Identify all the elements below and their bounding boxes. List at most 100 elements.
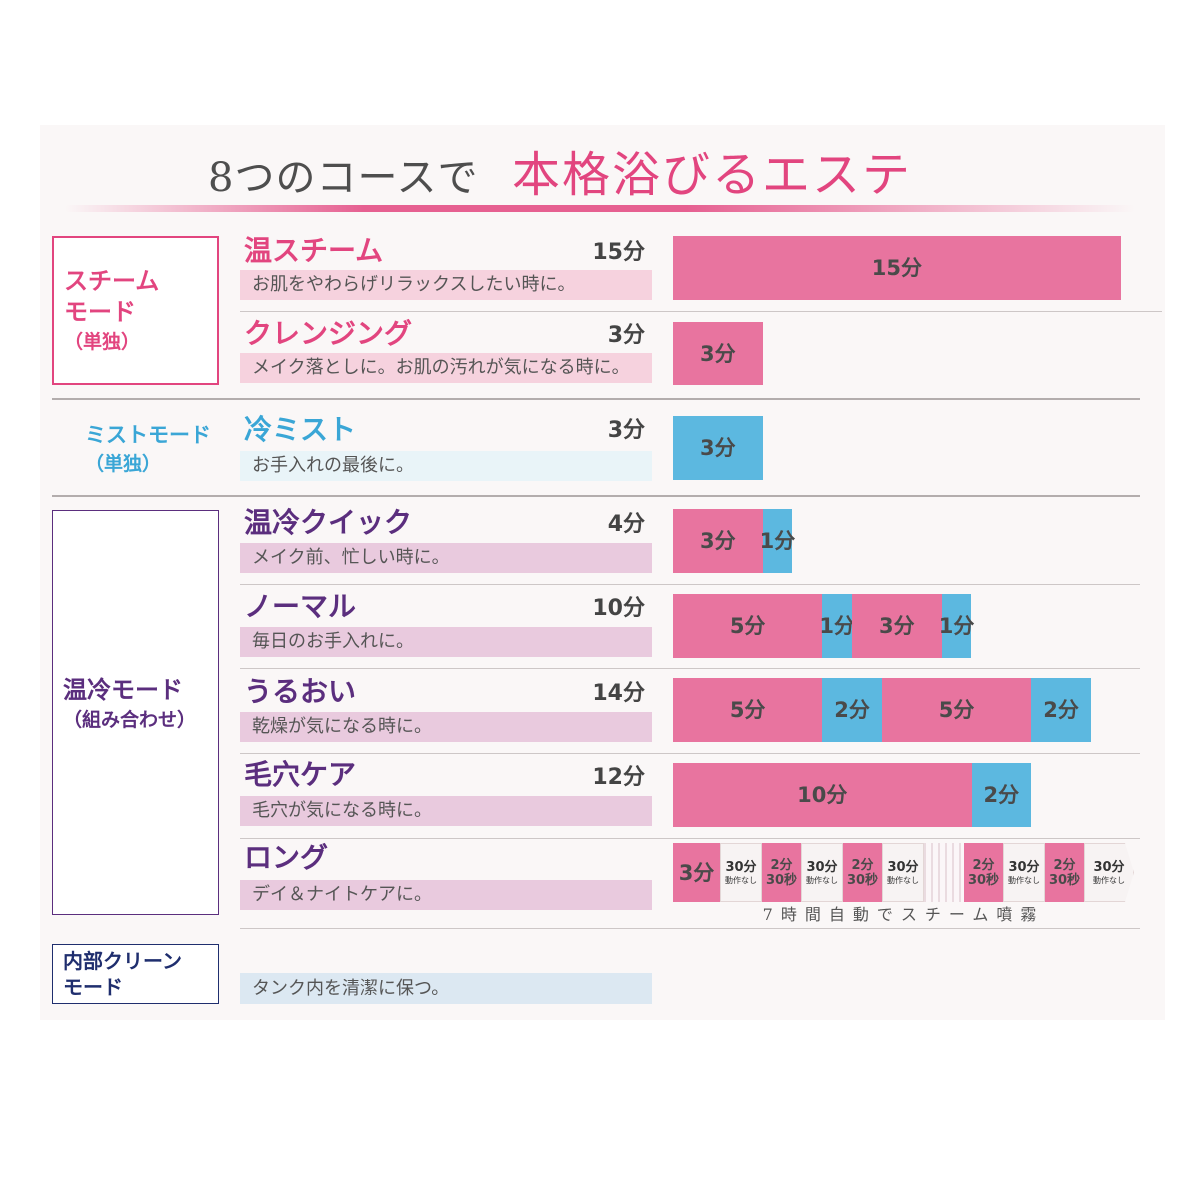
course-desc: 乾燥が気になる時に。 xyxy=(240,712,652,742)
bar-label: 2分 xyxy=(851,857,874,873)
bar-segment: 3分 xyxy=(673,843,720,902)
mode-sublabel: （組み合わせ） xyxy=(63,709,197,731)
bar-segment: 2分 30秒 xyxy=(964,843,1003,902)
bar-label: 30分 xyxy=(725,859,757,875)
course-title: ロング xyxy=(244,841,329,874)
course-total: 15分 xyxy=(592,240,645,265)
bar-sublabel: 動作なし xyxy=(1008,875,1040,885)
bar-sublabel: 動作なし xyxy=(1093,875,1125,885)
long-course-note: 7時間自動でスチーム噴霧 xyxy=(762,905,1045,924)
bar-label: 30分 xyxy=(887,859,919,875)
bar-label: 3分 xyxy=(699,436,736,460)
course-desc: お手入れの最後に。 xyxy=(240,451,652,481)
bar-segment: 10分 xyxy=(673,763,972,827)
bar-row-cool-mist: 3分 xyxy=(673,416,1143,480)
course-total: 10分 xyxy=(592,596,645,621)
bar-segment: 2分 xyxy=(971,763,1032,827)
bar-segment: 1分 xyxy=(938,594,975,658)
course-title: 温冷クイック xyxy=(244,506,413,539)
clean-desc: タンク内を清潔に保つ。 xyxy=(240,973,652,1004)
bar-label: 1分 xyxy=(819,614,855,638)
bar-segment-pause: 30分 動作なし xyxy=(1084,843,1134,902)
row-divider xyxy=(240,838,1140,839)
mode-label: ミストモード xyxy=(85,423,211,447)
bar-segment: 3分 xyxy=(852,594,942,658)
bar-segment: 2分 xyxy=(822,678,882,742)
course-desc: メイク前、忙しい時に。 xyxy=(240,543,652,573)
mode-label-mist: ミストモード （単独） xyxy=(85,420,211,478)
course-title: うるおい xyxy=(244,675,357,708)
mode-label: モード xyxy=(63,975,123,999)
bar-sublabel: 30秒 xyxy=(967,872,1000,888)
bar-label: 3分 xyxy=(699,341,736,366)
bar-sublabel: 動作なし xyxy=(887,875,919,885)
course-title: 毛穴ケア xyxy=(244,758,357,791)
bar-sublabel: 30秒 xyxy=(1048,872,1081,888)
bar-segment-pause: 30分 動作なし xyxy=(720,843,762,902)
course-desc: デイ＆ナイトケアに。 xyxy=(240,880,652,910)
bar-segment: 3分 xyxy=(673,509,763,573)
bar-segment: 1分 xyxy=(759,509,796,573)
bar-row-long: 3分 30分 動作なし 2分 30秒 30分 動作なし 2分 30秒 30分 動作なし 2分 30秒 30… xyxy=(673,843,1143,902)
bar-segment: 1分 xyxy=(819,594,855,658)
mode-box-steam: スチーム モード （単独） xyxy=(52,236,219,385)
bar-row-pore-care: 10分 2分 xyxy=(673,763,1143,827)
row-divider xyxy=(240,584,1140,585)
bar-segment-pause: 30分 動作なし xyxy=(801,843,843,902)
bar-label: 2分 xyxy=(834,698,870,722)
bar-segment: 3分 xyxy=(673,322,763,385)
course-desc: 毛穴が気になる時に。 xyxy=(240,796,652,826)
bar-row-moisture: 5分 2分 5分 2分 xyxy=(673,678,1143,742)
row-divider xyxy=(240,311,1162,312)
bar-segment-pause: 30分 動作なし xyxy=(1003,843,1045,902)
bar-segment: 5分 xyxy=(673,678,823,742)
course-desc: お肌をやわらげリラックスしたい時に。 xyxy=(240,270,652,300)
row-divider xyxy=(240,753,1140,754)
bar-label: 5分 xyxy=(729,698,766,722)
bar-label: 3分 xyxy=(699,529,736,553)
bar-break-marker xyxy=(924,843,964,902)
bar-label: 2分 xyxy=(1053,857,1076,873)
title-main: 本格浴びるエステ xyxy=(512,147,913,203)
mode-box-hot-cold: 温冷モード （組み合わせ） xyxy=(52,510,219,915)
mode-label: 内部クリーン xyxy=(63,949,182,973)
bar-label: 3分 xyxy=(678,860,715,885)
mode-divider xyxy=(52,398,1140,400)
course-total: 3分 xyxy=(607,418,645,443)
mode-box-clean: 内部クリーン モード xyxy=(52,944,219,1004)
bar-label: 2分 xyxy=(770,857,793,873)
bar-label: 5分 xyxy=(938,698,975,722)
course-title: 温スチーム xyxy=(244,234,384,267)
bar-row-normal: 5分 1分 3分 1分 xyxy=(673,594,1143,658)
bar-segment: 15分 xyxy=(673,236,1121,300)
mode-sublabel: （単独） xyxy=(64,330,141,353)
bar-label: 3分 xyxy=(879,614,915,638)
title-underline xyxy=(65,205,1135,212)
bar-sublabel: 動作なし xyxy=(806,875,838,885)
bar-sublabel: 30秒 xyxy=(846,872,879,888)
bar-label: 30分 xyxy=(806,859,838,875)
bar-label: 1分 xyxy=(759,529,796,553)
bar-segment: 2分 30秒 xyxy=(1045,843,1084,902)
course-total: 3分 xyxy=(607,323,645,348)
course-title: クレンジング xyxy=(244,317,413,350)
mode-label: 温冷モード xyxy=(63,676,183,704)
bar-label: 5分 xyxy=(729,614,766,638)
course-total: 12分 xyxy=(592,765,645,790)
bar-label: 10分 xyxy=(797,783,848,807)
course-total: 14分 xyxy=(592,681,645,706)
bar-label: 2分 xyxy=(972,857,995,873)
bar-sublabel: 30秒 xyxy=(765,872,798,888)
bar-segment: 2分 30秒 xyxy=(762,843,801,902)
mode-label: スチーム xyxy=(64,266,160,295)
bar-label: 30分 xyxy=(1093,859,1125,875)
mode-divider xyxy=(52,495,1140,497)
bar-label: 2分 xyxy=(1043,698,1079,722)
bar-label: 1分 xyxy=(938,614,975,638)
bar-row-cleansing: 3分 xyxy=(673,322,1143,385)
bar-segment: 2分 30秒 xyxy=(843,843,882,902)
course-desc: 毎日のお手入れに。 xyxy=(240,627,652,657)
course-desc: メイク落としに。お肌の汚れが気になる時に。 xyxy=(240,353,652,383)
course-title: ノーマル xyxy=(244,590,357,623)
bar-label: 15分 xyxy=(871,256,922,280)
